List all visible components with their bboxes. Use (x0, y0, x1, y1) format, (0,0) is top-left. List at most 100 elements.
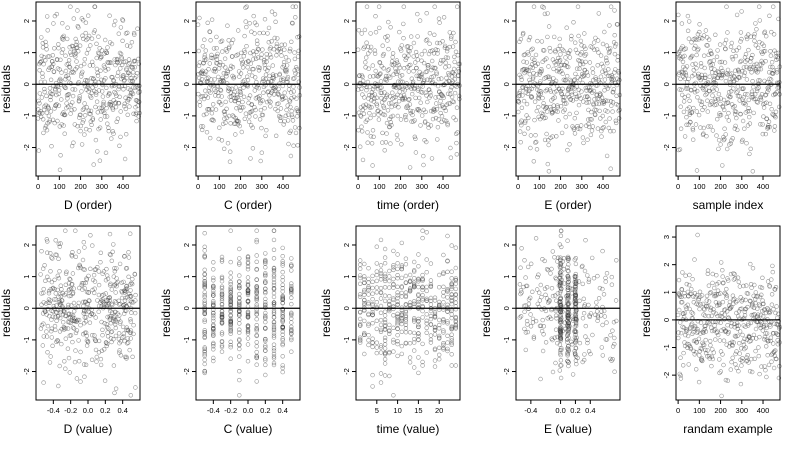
data-point (389, 122, 394, 128)
data-point (82, 286, 87, 291)
data-point (744, 283, 749, 288)
data-point (232, 95, 237, 101)
data-point (256, 55, 261, 60)
data-point (362, 318, 367, 324)
data-point (701, 87, 706, 92)
data-point (408, 45, 414, 50)
data-point (249, 29, 254, 34)
data-point (254, 266, 259, 272)
data-point (738, 381, 744, 387)
data-point (744, 141, 749, 146)
data-point (525, 329, 530, 335)
data-point (747, 64, 753, 70)
data-point (206, 66, 211, 72)
data-point (75, 48, 81, 54)
data-point (86, 290, 91, 295)
data-point (121, 311, 127, 316)
data-point (745, 109, 750, 114)
data-point (690, 126, 695, 131)
data-point (78, 112, 83, 118)
data-point (271, 302, 277, 307)
data-point (755, 86, 760, 92)
data-point (699, 72, 704, 78)
data-point (69, 70, 74, 75)
data-point (88, 108, 94, 114)
x-tick-label: 20 (435, 406, 443, 415)
data-point (710, 93, 715, 98)
data-point (393, 66, 398, 71)
data-point (758, 66, 764, 72)
data-point (590, 66, 595, 71)
data-point (73, 51, 79, 56)
data-point (79, 281, 85, 286)
data-point (124, 341, 130, 346)
data-point (598, 53, 604, 58)
data-point (232, 89, 237, 95)
data-point (211, 260, 216, 265)
data-point (227, 159, 233, 164)
data-point (736, 369, 741, 374)
data-point (578, 96, 583, 101)
data-point (407, 330, 413, 335)
data-point (66, 281, 72, 286)
data-point (365, 117, 370, 123)
data-point (108, 252, 113, 258)
data-point (527, 295, 533, 300)
data-point (291, 84, 296, 89)
data-point (697, 289, 703, 294)
data-point (715, 288, 721, 293)
data-point (374, 269, 379, 274)
data-point (111, 242, 116, 247)
data-point (740, 86, 746, 92)
data-point (280, 278, 285, 283)
data-point (563, 77, 569, 83)
data-point (589, 255, 595, 261)
data-point (268, 55, 274, 60)
data-point (358, 316, 363, 322)
data-point (428, 284, 434, 289)
data-point (732, 276, 738, 281)
data-point (553, 306, 559, 312)
data-point (449, 85, 454, 90)
data-point (428, 90, 433, 95)
data-point (407, 286, 413, 291)
data-point (358, 258, 363, 263)
data-point (603, 108, 608, 113)
data-point (759, 292, 764, 297)
data-point (374, 261, 379, 266)
data-point (78, 379, 83, 384)
data-point (735, 314, 741, 319)
data-point (602, 77, 608, 82)
data-point (60, 34, 65, 40)
data-point (372, 96, 377, 102)
data-point (416, 355, 421, 360)
data-point (132, 272, 138, 277)
data-point (237, 337, 242, 342)
data-point (400, 95, 405, 101)
data-point (115, 60, 120, 65)
x-tick-label: 100 (53, 182, 66, 191)
data-point (81, 117, 86, 123)
data-point (111, 131, 116, 136)
data-point (445, 346, 450, 352)
data-point (540, 95, 545, 101)
data-point (395, 113, 400, 119)
data-point (233, 85, 239, 90)
data-point (753, 290, 758, 295)
data-point (71, 140, 76, 145)
data-point (589, 109, 594, 115)
scatter-points (515, 4, 622, 174)
data-point (204, 57, 209, 62)
data-point (437, 20, 442, 25)
data-point (720, 352, 725, 357)
data-point (689, 321, 695, 326)
data-point (530, 75, 536, 80)
data-point (455, 130, 460, 135)
data-point (720, 299, 726, 305)
data-point (683, 70, 688, 76)
data-point (716, 291, 721, 297)
data-point (716, 70, 721, 75)
data-point (228, 331, 233, 336)
data-point (37, 68, 42, 73)
data-point (56, 276, 62, 281)
